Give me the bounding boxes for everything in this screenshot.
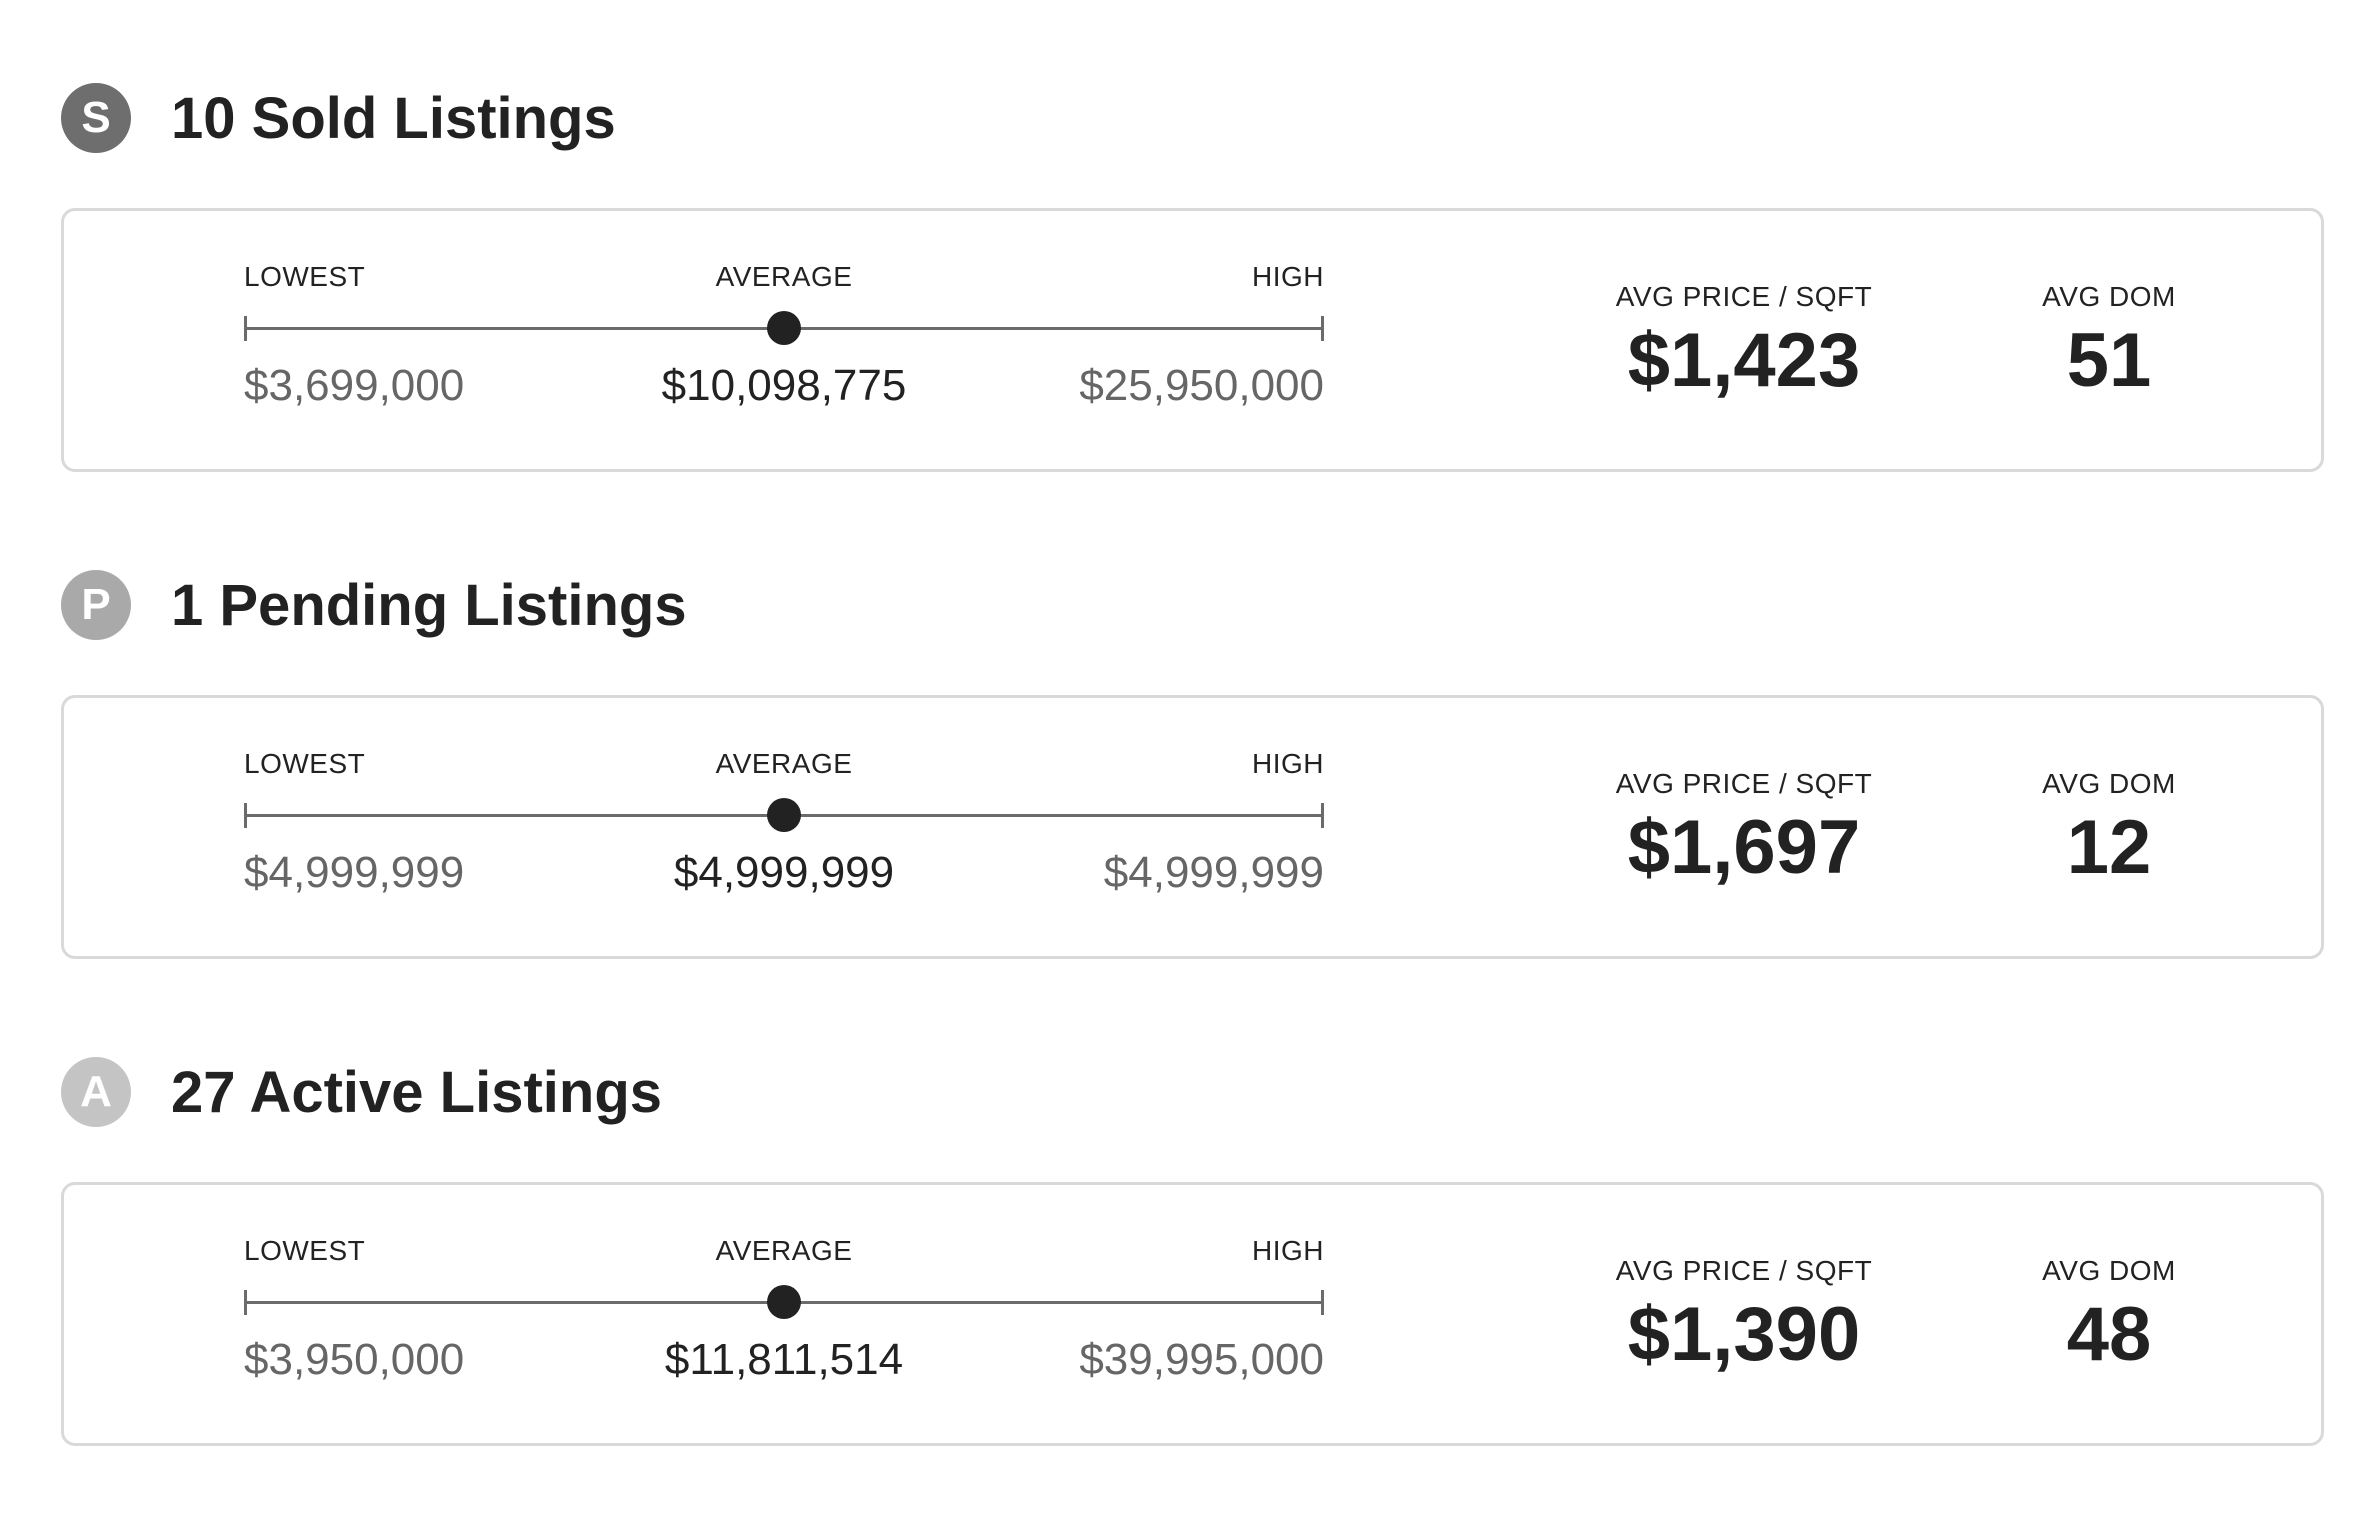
lowest-label: LOWEST — [244, 748, 366, 779]
section-header: P 1 Pending Listings — [61, 555, 687, 655]
avg-price-sqft-label: AVG PRICE / SQFT — [1615, 1255, 1873, 1286]
range-tick-low — [244, 803, 247, 828]
avg-price-sqft-stat: AVG PRICE / SQFT $1,390 — [1464, 1255, 2024, 1375]
section-header: S 10 Sold Listings — [61, 68, 616, 168]
range-tick-high — [1321, 803, 1324, 828]
avg-dom-stat: AVG DOM 12 — [1894, 768, 2324, 888]
price-range: LOWEST AVERAGE HIGH $4,999,999 $4,999,99… — [244, 748, 1324, 908]
average-label: AVERAGE — [715, 1235, 853, 1266]
average-value: $11,811,514 — [664, 1335, 904, 1384]
range-tick-low — [244, 316, 247, 341]
avg-price-sqft-value: $1,697 — [1627, 805, 1861, 890]
price-range: LOWEST AVERAGE HIGH $3,950,000 $11,811,5… — [244, 1235, 1324, 1395]
average-marker-dot — [767, 798, 801, 832]
avg-dom-stat: AVG DOM 48 — [1894, 1255, 2324, 1375]
section-title: 1 Pending Listings — [171, 572, 687, 638]
pending-listings-section: P 1 Pending Listings LOWEST AVERAGE HIGH… — [61, 555, 2324, 1006]
pending-status-badge: P — [61, 570, 131, 640]
section-title: 10 Sold Listings — [171, 85, 616, 151]
average-marker-dot — [767, 1285, 801, 1319]
high-label: HIGH — [1252, 748, 1324, 779]
average-value: $4,999,999 — [673, 848, 895, 897]
high-value: $39,995,000 — [1079, 1335, 1324, 1384]
lowest-value: $4,999,999 — [244, 848, 465, 897]
avg-price-sqft-label: AVG PRICE / SQFT — [1615, 768, 1873, 799]
lowest-label: LOWEST — [244, 1235, 366, 1266]
avg-price-sqft-value: $1,390 — [1627, 1292, 1861, 1377]
average-label: AVERAGE — [715, 261, 853, 292]
avg-price-sqft-label: AVG PRICE / SQFT — [1615, 281, 1873, 312]
high-label: HIGH — [1252, 1235, 1324, 1266]
avg-price-sqft-stat: AVG PRICE / SQFT $1,697 — [1464, 768, 2024, 888]
avg-price-sqft-stat: AVG PRICE / SQFT $1,423 — [1464, 281, 2024, 401]
average-label: AVERAGE — [715, 748, 853, 779]
range-tick-high — [1321, 1290, 1324, 1315]
lowest-value: $3,950,000 — [244, 1335, 465, 1384]
section-title: 27 Active Listings — [171, 1059, 663, 1125]
price-range: LOWEST AVERAGE HIGH $3,699,000 $10,098,7… — [244, 261, 1324, 421]
listing-stats-card: LOWEST AVERAGE HIGH $3,699,000 $10,098,7… — [61, 208, 2324, 472]
section-header: A 27 Active Listings — [61, 1042, 662, 1142]
high-label: HIGH — [1252, 261, 1324, 292]
average-marker-dot — [767, 311, 801, 345]
sold-listings-section: S 10 Sold Listings LOWEST AVERAGE HIGH $… — [61, 68, 2324, 519]
listing-stats-card: LOWEST AVERAGE HIGH $3,950,000 $11,811,5… — [61, 1182, 2324, 1446]
high-value: $25,950,000 — [1079, 361, 1324, 410]
avg-dom-label: AVG DOM — [2042, 281, 2176, 312]
avg-dom-label: AVG DOM — [2042, 768, 2176, 799]
active-listings-section: A 27 Active Listings LOWEST AVERAGE HIGH… — [61, 1042, 2324, 1493]
sold-status-badge: S — [61, 83, 131, 153]
active-status-badge: A — [61, 1057, 131, 1127]
range-tick-high — [1321, 316, 1324, 341]
range-tick-low — [244, 1290, 247, 1315]
avg-dom-value: 51 — [2066, 318, 2152, 403]
avg-price-sqft-value: $1,423 — [1627, 318, 1861, 403]
avg-dom-value: 12 — [2066, 805, 2152, 890]
avg-dom-value: 48 — [2066, 1292, 2152, 1377]
average-value: $10,098,775 — [661, 361, 907, 410]
lowest-value: $3,699,000 — [244, 361, 465, 410]
avg-dom-stat: AVG DOM 51 — [1894, 281, 2324, 401]
high-value: $4,999,999 — [1103, 848, 1324, 897]
lowest-label: LOWEST — [244, 261, 366, 292]
listing-stats-card: LOWEST AVERAGE HIGH $4,999,999 $4,999,99… — [61, 695, 2324, 959]
avg-dom-label: AVG DOM — [2042, 1255, 2176, 1286]
